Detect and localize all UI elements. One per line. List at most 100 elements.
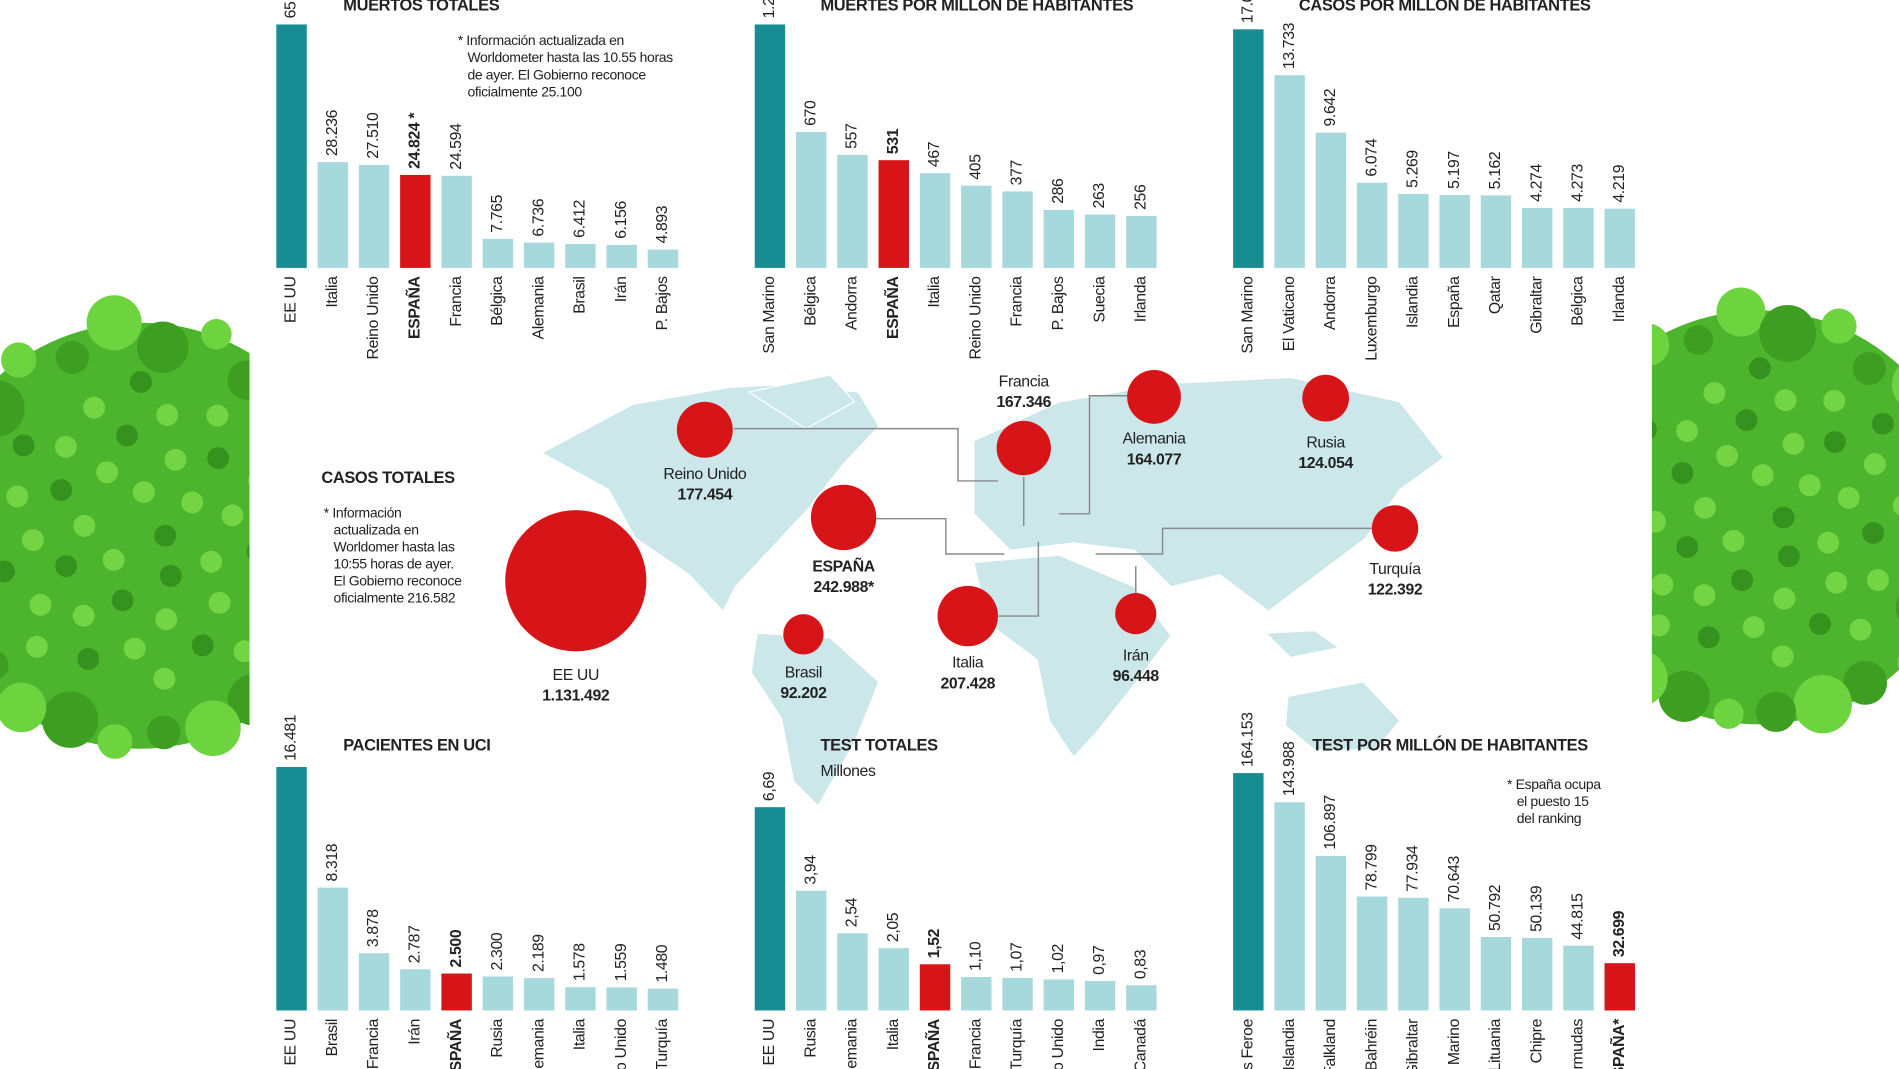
bar bbox=[1398, 897, 1429, 1011]
value-label: 6.074 bbox=[1363, 138, 1380, 176]
value-label: 28.236 bbox=[324, 109, 341, 156]
value-label: 24.824 * bbox=[407, 112, 424, 169]
value-label: 2.787 bbox=[407, 925, 424, 963]
virus-texture bbox=[181, 491, 204, 514]
value-label: 377 bbox=[1009, 160, 1026, 185]
category-label: Brasil bbox=[324, 1019, 341, 1056]
bar bbox=[606, 244, 637, 268]
bar bbox=[961, 977, 992, 1011]
virus-texture bbox=[208, 591, 231, 614]
value-label: 1.2 bbox=[761, 0, 778, 18]
category-label: Bermudas bbox=[1570, 1019, 1587, 1069]
virus-texture bbox=[207, 447, 230, 470]
value-label: 531 bbox=[885, 128, 902, 154]
bar bbox=[400, 174, 431, 268]
category-label: Chipre bbox=[1528, 1018, 1545, 1063]
bubble-value: 242.988* bbox=[813, 579, 875, 596]
category-label: Irlanda bbox=[1133, 276, 1150, 322]
value-label: 77.934 bbox=[1405, 845, 1422, 892]
virus-texture bbox=[29, 593, 52, 616]
category-label: Gibraltar bbox=[1528, 276, 1545, 333]
note: * España ocupa bbox=[1507, 776, 1601, 792]
value-label: 1.559 bbox=[613, 943, 630, 981]
bubble bbox=[783, 614, 824, 655]
virus-texture bbox=[1676, 536, 1699, 558]
value-label: 24.594 bbox=[448, 123, 465, 170]
bubble-value: 164.077 bbox=[1127, 451, 1182, 468]
bar bbox=[1274, 75, 1305, 268]
virus-spike bbox=[86, 295, 142, 351]
category-label: Bélgica bbox=[1570, 276, 1587, 326]
bar bbox=[1043, 979, 1075, 1011]
category-label: Luxemburgo bbox=[1363, 276, 1380, 361]
bar bbox=[878, 160, 909, 268]
category-label: Bélgica bbox=[802, 276, 819, 326]
bar bbox=[1563, 945, 1594, 1011]
category-label: Alemania bbox=[530, 1018, 547, 1069]
bar bbox=[1563, 207, 1594, 268]
bubble-name: Brasil bbox=[785, 664, 822, 681]
bar bbox=[1480, 195, 1512, 268]
virus-texture bbox=[72, 604, 95, 627]
virus-texture bbox=[1647, 614, 1670, 637]
bubble-name: Rusia bbox=[1306, 434, 1345, 451]
virus-texture bbox=[156, 404, 179, 426]
virus-texture bbox=[200, 550, 223, 573]
value-label: 13.733 bbox=[1281, 22, 1298, 69]
value-label: 16.481 bbox=[283, 714, 300, 761]
bar bbox=[647, 249, 679, 268]
category-label: Bahréin bbox=[1363, 1019, 1380, 1069]
bar bbox=[317, 162, 349, 268]
category-label: Irán bbox=[407, 1019, 424, 1045]
bubble bbox=[1371, 505, 1419, 552]
note: oficialmente 25.100 bbox=[467, 83, 582, 99]
bar bbox=[919, 173, 951, 268]
bar bbox=[482, 976, 514, 1011]
bubble-value: 177.454 bbox=[678, 487, 733, 504]
note: de ayer. El Gobierno reconoce bbox=[467, 66, 646, 82]
value-label: 6.736 bbox=[530, 198, 547, 236]
bar bbox=[276, 767, 307, 1011]
virus-texture bbox=[164, 448, 187, 471]
virus-spike bbox=[0, 380, 25, 437]
bar bbox=[837, 154, 868, 268]
category-label: Qatar bbox=[1487, 276, 1504, 314]
category-label: P. Bajos bbox=[1050, 276, 1067, 330]
category-label: Gibraltar bbox=[1405, 1019, 1422, 1069]
category-label: San Marino bbox=[1446, 1018, 1463, 1069]
virus-spike bbox=[1821, 308, 1857, 344]
value-label: 1,07 bbox=[1009, 943, 1026, 972]
virus-texture bbox=[1771, 645, 1794, 668]
value-label: 405 bbox=[967, 154, 984, 180]
value-label: 6.156 bbox=[613, 200, 630, 238]
bubble-value: 1.131.492 bbox=[542, 688, 610, 705]
virus-texture bbox=[155, 608, 178, 631]
virus-texture bbox=[1823, 431, 1846, 454]
category-label: Rusia bbox=[489, 1018, 506, 1057]
category-label: Italia bbox=[885, 1018, 902, 1050]
bubble-value: 124.054 bbox=[1298, 455, 1353, 472]
bar bbox=[1356, 182, 1388, 268]
bar bbox=[1002, 977, 1033, 1011]
virus-texture bbox=[116, 424, 139, 447]
virus-texture bbox=[1697, 626, 1720, 649]
value-label: 0,83 bbox=[1133, 949, 1150, 979]
value-label: 4.274 bbox=[1528, 164, 1545, 202]
value-label: 106.897 bbox=[1322, 795, 1339, 850]
virus-texture bbox=[1862, 521, 1885, 544]
category-label: San Marino bbox=[761, 276, 778, 354]
virus-texture bbox=[1693, 584, 1716, 607]
value-label: 164.153 bbox=[1240, 712, 1257, 767]
virus-spike bbox=[201, 319, 232, 350]
value-label: 2.300 bbox=[489, 932, 506, 970]
chart-title: MUERTES POR MILLÓN DE HABITANTES bbox=[820, 0, 1133, 15]
virus-texture bbox=[1782, 432, 1805, 455]
value-label: 4.273 bbox=[1570, 164, 1587, 202]
category-label: Alemania bbox=[530, 276, 547, 340]
bar bbox=[1084, 980, 1116, 1011]
category-label: ESPAÑA* bbox=[1608, 1018, 1628, 1069]
value-label: 32.699 bbox=[1611, 910, 1628, 957]
value-label: 143.988 bbox=[1281, 741, 1298, 796]
note: el puesto 15 bbox=[1517, 793, 1589, 809]
value-label: 263 bbox=[1091, 183, 1108, 209]
